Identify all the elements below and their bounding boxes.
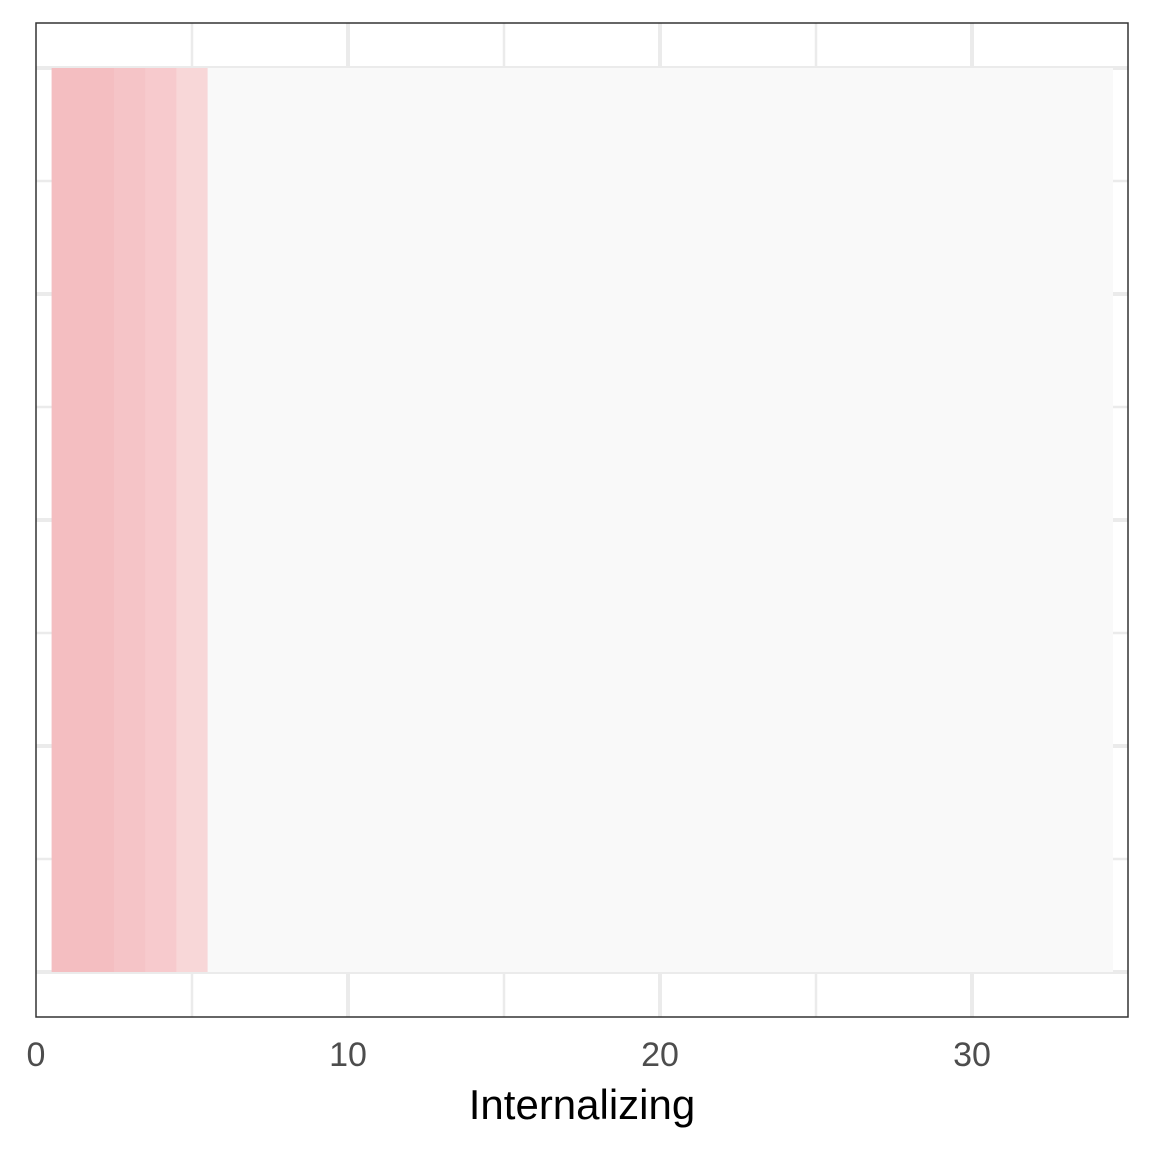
heatmap-cell [207, 68, 240, 972]
heatmap-cell [114, 68, 146, 972]
heatmap-cell [613, 68, 645, 972]
heatmap-cell [582, 68, 614, 972]
heatmap-cells [51, 68, 1113, 972]
heatmap-cell [82, 68, 115, 972]
heatmap-cell [1050, 68, 1082, 972]
heatmap-cell [238, 68, 271, 972]
x-tick-labels: 0 10 20 30 [27, 1036, 991, 1074]
heatmap-cell [831, 68, 864, 972]
heatmap-cell [394, 68, 427, 972]
heatmap-cell [176, 68, 209, 972]
heatmap-cell [519, 68, 552, 972]
heatmap-cell [51, 68, 84, 972]
heatmap-cell [332, 68, 365, 972]
x-axis-title: Internalizing [469, 1081, 695, 1128]
heatmap-cell [457, 68, 489, 972]
x-tick-label: 20 [641, 1036, 679, 1074]
heatmap-cell [738, 68, 770, 972]
heatmap-cell [862, 68, 895, 972]
heatmap-cell [800, 68, 833, 972]
heatmap-cell [363, 68, 396, 972]
heatmap-cell [675, 68, 708, 972]
heatmap-cell [550, 68, 583, 972]
heatmap-cell [894, 68, 926, 972]
heatmap-cell [925, 68, 957, 972]
heatmap-cell [270, 68, 302, 972]
x-tick-label: 30 [953, 1036, 991, 1074]
heatmap-cell [769, 68, 801, 972]
heatmap-cell [426, 68, 458, 972]
heatmap-cell [644, 68, 677, 972]
heatmap-cell [706, 68, 739, 972]
x-tick-label: 0 [27, 1036, 46, 1074]
heatmap-cell [301, 68, 333, 972]
panel-border [35, 22, 1129, 1018]
x-tick-label: 10 [329, 1036, 367, 1074]
heatmap-cell [1081, 68, 1113, 972]
heatmap-cell [488, 68, 521, 972]
heatmap-cell [987, 68, 1020, 972]
heatmap-cell [956, 68, 989, 972]
heatmap-cell [145, 68, 177, 972]
heatmap-cell [1018, 68, 1051, 972]
